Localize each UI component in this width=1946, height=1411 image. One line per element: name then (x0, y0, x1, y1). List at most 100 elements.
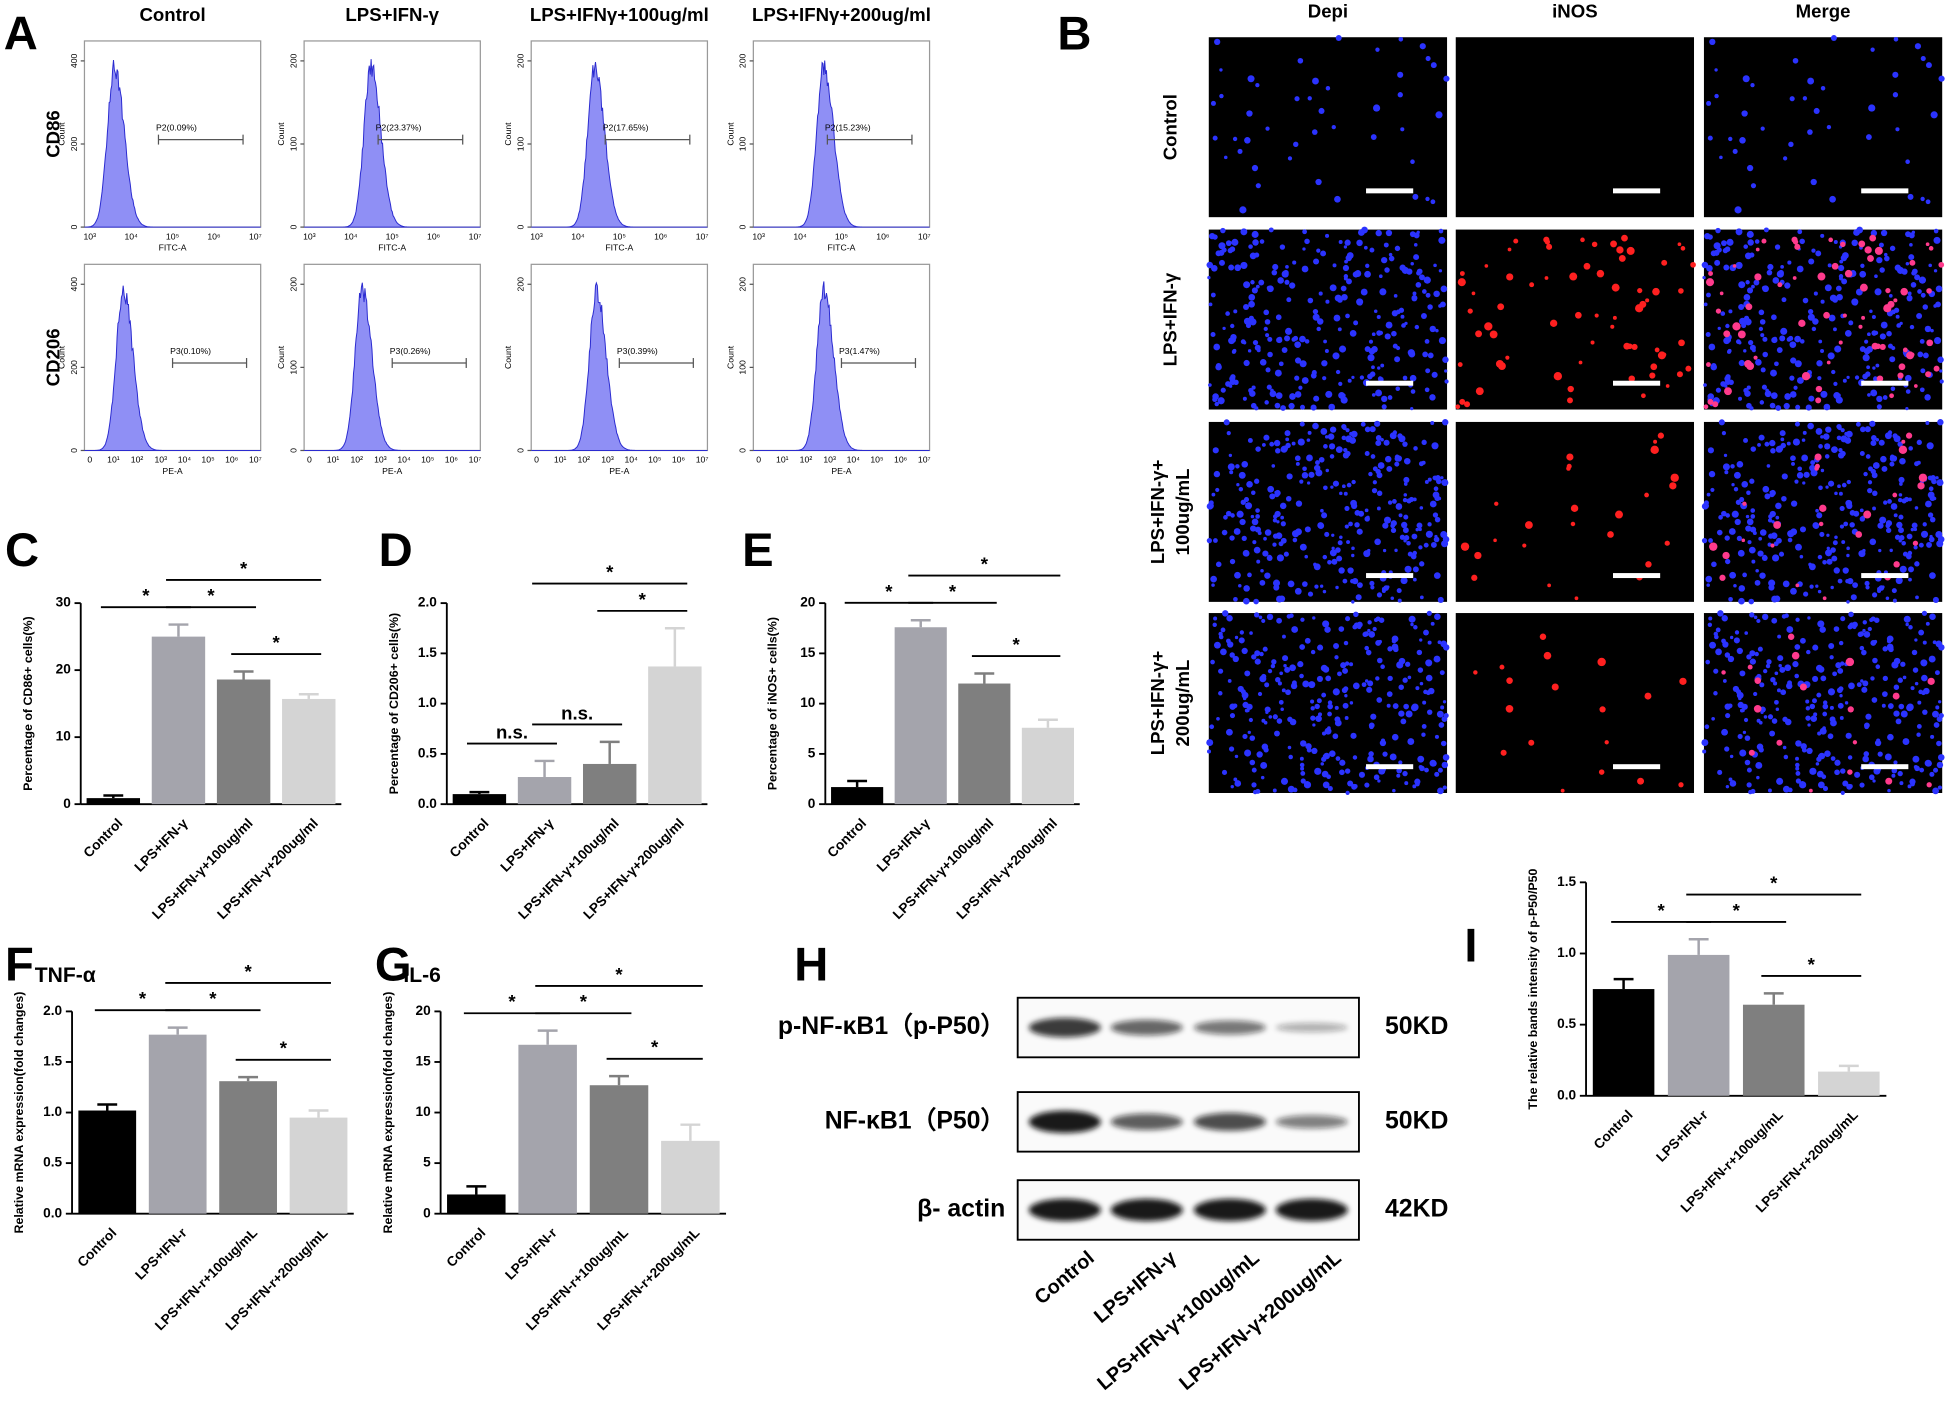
nucleus (1331, 124, 1336, 130)
nucleus (1830, 585, 1834, 590)
significance-label: * (639, 589, 647, 610)
nucleus (1807, 77, 1815, 85)
nucleus (1832, 327, 1837, 332)
inos-signal (1467, 308, 1473, 314)
protein-label: p-NF-κB1（p-P50） (778, 1011, 1005, 1040)
nucleus (1757, 646, 1763, 652)
nucleus (1729, 530, 1734, 534)
inos-signal (1596, 269, 1605, 278)
nucleus (1262, 646, 1268, 652)
nucleus (1907, 193, 1914, 200)
nucleus (1338, 240, 1343, 244)
inos-signal (1815, 385, 1823, 393)
y-tick-label: 0 (516, 225, 526, 230)
nucleus (1267, 554, 1272, 560)
nucleus (1830, 35, 1837, 41)
nucleus (1280, 515, 1285, 520)
nucleus (1862, 680, 1869, 687)
nucleus (1238, 637, 1245, 644)
nucleus (1377, 779, 1381, 783)
inos-signal (1794, 243, 1801, 250)
nucleus (1937, 356, 1944, 363)
nucleus (1343, 245, 1348, 249)
x-tick-label: 10⁴ (344, 231, 358, 241)
y-tick-label: 0 (288, 225, 298, 230)
nucleus (1912, 667, 1919, 673)
nucleus (1919, 767, 1925, 773)
nucleus (1266, 384, 1272, 390)
nucleus (1786, 682, 1793, 690)
x-axis-label: PE-A (831, 466, 851, 476)
nucleus (1316, 326, 1321, 332)
nucleus (1741, 703, 1748, 710)
inos-signal (1551, 683, 1559, 691)
nucleus (1930, 734, 1935, 739)
nucleus (1381, 404, 1387, 410)
nucleus (1438, 228, 1444, 234)
nucleus (1770, 677, 1776, 683)
nucleus (1782, 745, 1787, 750)
nucleus (1304, 339, 1310, 344)
histogram (753, 281, 930, 451)
nucleus (1278, 699, 1284, 705)
nucleus (1310, 715, 1316, 721)
nucleus (1761, 613, 1769, 621)
nucleus (1260, 568, 1264, 573)
nucleus (1294, 96, 1300, 102)
inos-signal (1705, 362, 1711, 367)
significance-label: * (1012, 634, 1020, 655)
nucleus (1864, 724, 1869, 730)
nucleus (1765, 663, 1771, 669)
nucleus (1875, 437, 1880, 442)
bar (216, 679, 271, 805)
nucleus (1831, 555, 1838, 562)
nucleus (1292, 537, 1298, 543)
nucleus (1935, 285, 1943, 293)
nucleus (1847, 755, 1853, 760)
nucleus (1875, 363, 1880, 368)
micrograph (1208, 37, 1448, 218)
micrograph (1455, 37, 1695, 218)
nucleus (1308, 681, 1316, 689)
nucleus (1836, 293, 1843, 301)
nucleus (1440, 740, 1447, 747)
y-tick-label: 200 (288, 277, 298, 292)
nucleus (1419, 43, 1426, 50)
nucleus (1911, 230, 1916, 235)
nucleus (1349, 662, 1354, 667)
nucleus (1744, 315, 1750, 321)
inos-signal (1690, 261, 1696, 268)
nucleus (1895, 577, 1903, 585)
nucleus (1891, 588, 1897, 594)
nucleus (1213, 470, 1221, 478)
nucleus (1209, 724, 1215, 730)
nucleus (1409, 374, 1417, 382)
nucleus (1364, 782, 1370, 788)
nucleus (1256, 751, 1263, 758)
nucleus (1377, 376, 1383, 381)
nucleus (1772, 554, 1780, 562)
nucleus (1355, 594, 1362, 601)
y-tick-label: 30 (56, 595, 72, 610)
nucleus (1768, 579, 1776, 587)
nucleus (1906, 704, 1914, 712)
significance-label: * (615, 964, 623, 985)
y-tick-label: 1.0 (1557, 945, 1576, 960)
nucleus (1724, 652, 1731, 658)
nucleus (1333, 314, 1341, 322)
significance-label: * (885, 581, 893, 602)
nucleus (1743, 349, 1747, 353)
nucleus (1725, 513, 1730, 518)
nucleus (1327, 559, 1332, 565)
inos-signal (1753, 355, 1758, 360)
panel-letter: G (375, 937, 412, 990)
nucleus (1842, 780, 1849, 787)
y-tick-label: 1.0 (43, 1104, 62, 1119)
nucleus (1936, 761, 1944, 769)
nucleus (1881, 703, 1886, 708)
nucleus (1905, 231, 1911, 238)
nucleus (1254, 658, 1261, 665)
nucleus (1739, 137, 1746, 144)
nucleus (1248, 300, 1255, 308)
y-tick-label: 0 (423, 1205, 431, 1220)
